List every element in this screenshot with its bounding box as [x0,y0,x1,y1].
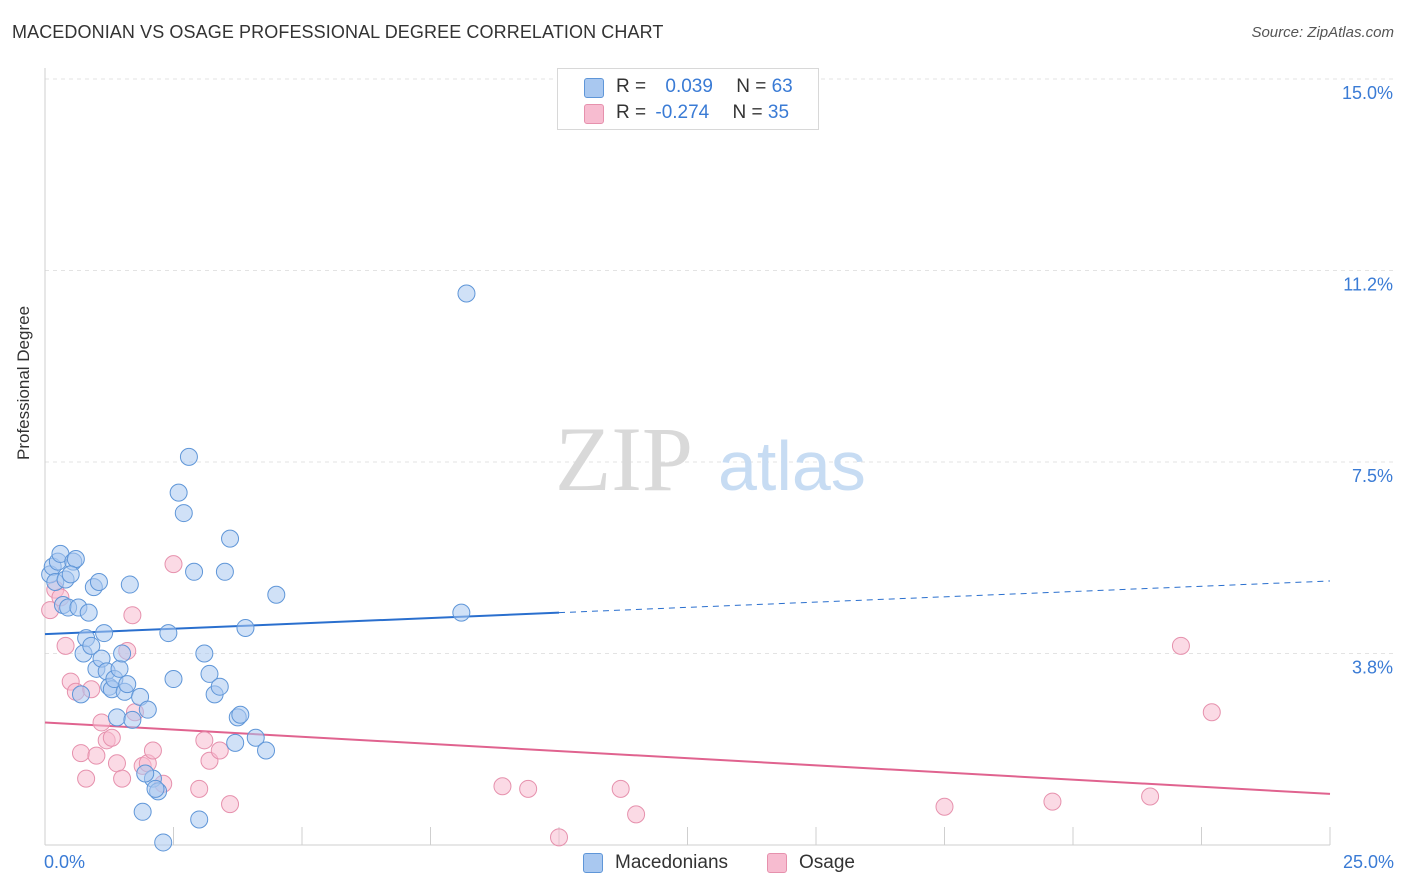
osage-point [87,746,106,765]
macedonian-point [66,550,85,569]
osage-point [56,636,75,655]
macedonian-legend-swatch [583,853,603,873]
osage-point [113,769,132,788]
legend-n-label-2: N = [732,102,768,123]
watermark-atlas: atlas [718,427,866,505]
osage-point [107,754,126,773]
macedonian-point [89,573,108,592]
macedonian-swatch [584,78,604,98]
macedonian-point [146,779,165,798]
macedonian-point [110,659,129,678]
x-tick-max: 25.0% [1342,852,1394,872]
y-tick-label: 3.8% [1352,658,1393,678]
macedonian-point [136,764,155,783]
legend-n-value-2: 35 [767,102,790,123]
osage-point [71,744,90,763]
macedonian-point [221,529,240,548]
trend-lines [44,580,1331,795]
macedonian-point [71,685,90,704]
y-tick-labels: 3.8% 7.5% 11.2% 15.0% [1342,83,1393,678]
macedonian-point [169,483,188,502]
osage-point [164,555,183,574]
macedonian-point [95,624,114,643]
macedonian-point [236,618,255,637]
osage-point [935,797,954,816]
macedonian-point [164,670,183,689]
macedonian-point [267,585,286,604]
osage-point [143,741,162,760]
legend-label-osage: Osage [799,852,855,873]
osage-point [221,795,240,814]
osage-point [210,741,229,760]
legend-r-value-2: -0.274 [655,102,710,123]
osage-point [190,779,209,798]
macedonian-point [210,677,229,696]
osage-point [627,805,646,824]
correlation-legend: R = 0.039 N = 63 R = -0.274 N = 35 [557,68,819,130]
legend-label-macedonians: Macedonians [615,852,729,873]
osage-legend-swatch [767,853,787,873]
source-label: Source: ZipAtlas.com [1251,24,1394,41]
x-tick-min: 0.0% [44,852,86,872]
macedonian-point [174,504,193,523]
osage-point [77,769,96,788]
macedonian-point [246,728,265,747]
y-tick-label: 7.5% [1352,466,1393,486]
macedonian-point [79,603,98,622]
watermark-zip: ZIP [555,408,693,510]
macedonian-point [118,675,137,694]
osage-point [102,728,121,747]
watermark: ZIP atlas [555,408,866,510]
macedonian-point [200,664,219,683]
macedonian-trend-extension [558,580,1331,614]
osage-point [1202,703,1221,722]
osage-point [611,779,630,798]
osage-point [519,779,538,798]
macedonian-trend-line [44,611,560,636]
osage-point [493,777,512,796]
osage-point [550,828,568,847]
osage-trend-line [44,721,1331,795]
macedonian-point [159,624,178,643]
macedonian-point [231,705,250,724]
macedonian-point [61,565,80,584]
macedonian-points [41,284,476,852]
macedonian-point [154,833,173,852]
osage-point [1171,636,1190,655]
legend-r-label-2: R = [616,102,652,123]
macedonian-point [138,700,157,719]
chart-title: MACEDONIAN VS OSAGE PROFESSIONAL DEGREE … [12,22,664,42]
macedonian-point [107,708,126,727]
macedonian-point [82,636,101,655]
osage-point [1043,792,1062,811]
legend-n-value-1: 63 [771,76,793,97]
macedonian-point [185,562,204,581]
macedonian-point [226,733,245,752]
legend-r-label-1: R = [616,76,652,97]
y-tick-label: 15.0% [1342,83,1393,103]
macedonian-point [215,562,234,581]
legend-n-label-1: N = [736,76,772,97]
y-axis-label: Professional Degree [14,305,33,460]
grid-lines [45,78,1395,654]
macedonian-point [190,810,209,829]
legend-r-value-1: 0.039 [665,76,713,97]
osage-point [92,713,111,732]
macedonian-point [257,741,276,760]
osage-point [195,731,214,750]
macedonian-point [452,603,471,622]
osage-point [123,606,142,625]
macedonian-point [179,447,198,466]
osage-swatch [584,104,604,124]
macedonian-point [133,802,152,821]
y-tick-label: 11.2% [1343,275,1393,295]
macedonian-point [195,644,214,663]
macedonian-point [457,284,476,303]
osage-point [1141,787,1160,806]
macedonian-point [120,575,139,594]
macedonian-point [123,710,142,729]
macedonian-point [113,644,132,663]
